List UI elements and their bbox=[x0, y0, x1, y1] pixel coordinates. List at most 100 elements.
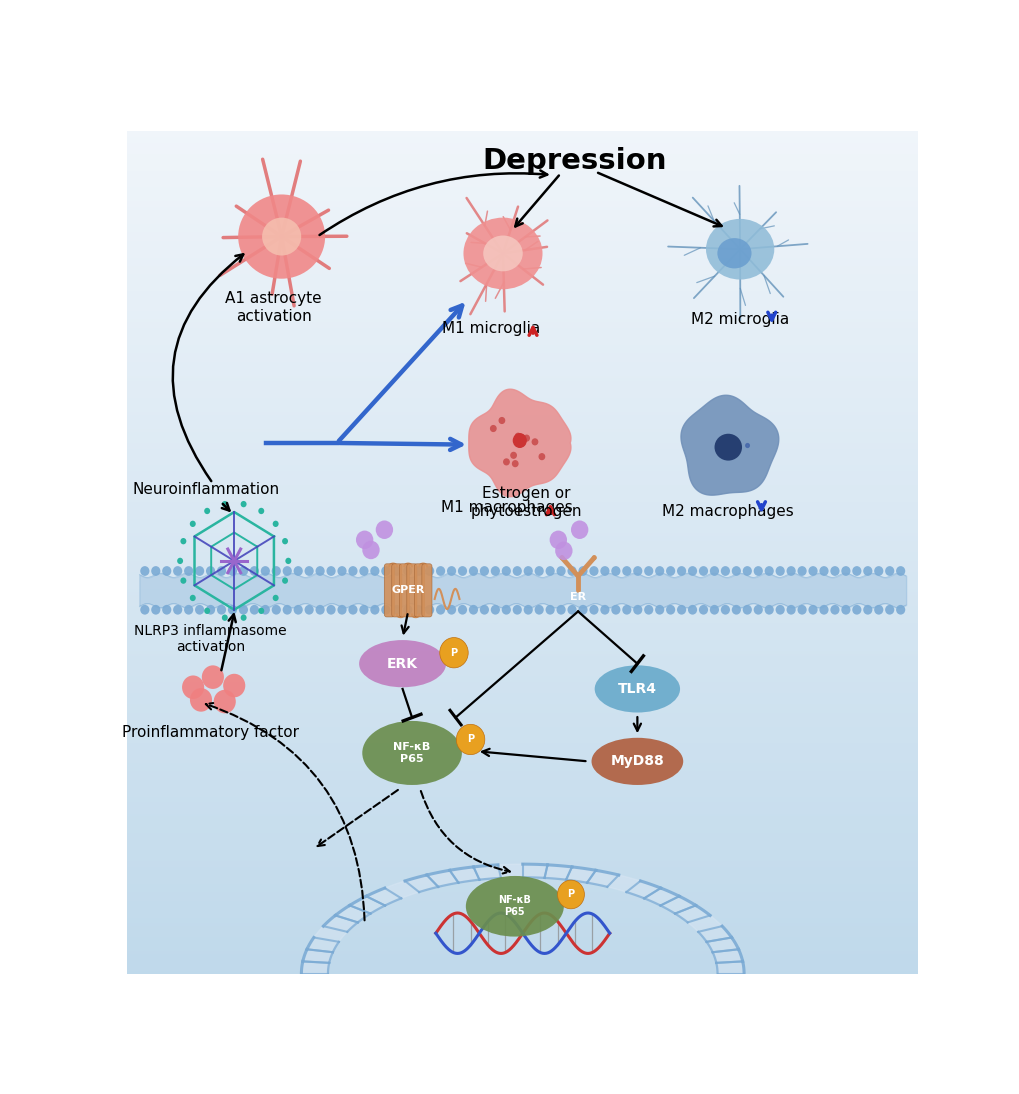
Circle shape bbox=[818, 605, 827, 615]
Circle shape bbox=[195, 566, 204, 575]
Bar bbox=[127, 651, 917, 653]
Bar bbox=[127, 137, 917, 140]
Circle shape bbox=[753, 605, 762, 615]
Bar bbox=[127, 744, 917, 746]
Bar bbox=[127, 409, 917, 412]
Text: TLR4: TLR4 bbox=[618, 682, 656, 696]
Circle shape bbox=[337, 605, 346, 615]
Circle shape bbox=[622, 605, 631, 615]
Circle shape bbox=[261, 605, 270, 615]
Bar bbox=[127, 305, 917, 309]
Bar bbox=[127, 151, 917, 154]
Bar bbox=[127, 811, 917, 814]
Bar bbox=[127, 735, 917, 737]
Bar bbox=[127, 943, 917, 945]
Circle shape bbox=[545, 605, 554, 615]
Circle shape bbox=[238, 566, 248, 575]
Text: Estrogen or
phytoestrogen: Estrogen or phytoestrogen bbox=[471, 487, 582, 519]
Bar bbox=[127, 671, 917, 673]
Bar bbox=[127, 569, 917, 572]
Bar bbox=[127, 176, 917, 179]
Bar bbox=[127, 187, 917, 190]
Bar bbox=[127, 889, 917, 893]
Circle shape bbox=[458, 566, 467, 575]
Circle shape bbox=[633, 605, 642, 615]
Bar bbox=[127, 524, 917, 527]
Bar bbox=[127, 938, 917, 940]
Circle shape bbox=[282, 566, 291, 575]
Bar bbox=[127, 698, 917, 701]
Circle shape bbox=[162, 566, 171, 575]
Circle shape bbox=[600, 566, 609, 575]
Bar bbox=[127, 224, 917, 226]
Bar bbox=[127, 210, 917, 212]
Circle shape bbox=[414, 605, 423, 615]
Bar bbox=[127, 825, 917, 828]
Bar bbox=[127, 769, 917, 771]
Bar bbox=[127, 800, 917, 802]
Bar bbox=[127, 721, 917, 724]
Bar bbox=[127, 415, 917, 418]
Text: ER: ER bbox=[570, 592, 586, 602]
Bar bbox=[127, 269, 917, 271]
Circle shape bbox=[359, 566, 368, 575]
Circle shape bbox=[808, 566, 817, 575]
Bar bbox=[127, 533, 917, 536]
Circle shape bbox=[392, 566, 400, 575]
Bar bbox=[127, 438, 917, 440]
Bar bbox=[127, 775, 917, 777]
Circle shape bbox=[490, 605, 499, 615]
Text: M1 microglia: M1 microglia bbox=[441, 321, 540, 336]
Circle shape bbox=[884, 605, 894, 615]
Circle shape bbox=[797, 566, 806, 575]
Circle shape bbox=[213, 690, 235, 713]
Bar bbox=[127, 878, 917, 881]
Circle shape bbox=[559, 555, 564, 560]
Bar bbox=[127, 730, 917, 732]
Circle shape bbox=[841, 605, 850, 615]
Text: P: P bbox=[450, 648, 458, 657]
Circle shape bbox=[523, 605, 532, 615]
Circle shape bbox=[557, 881, 584, 909]
Circle shape bbox=[403, 566, 412, 575]
Bar bbox=[127, 252, 917, 255]
Bar bbox=[127, 244, 917, 246]
Bar bbox=[127, 226, 917, 230]
Bar bbox=[127, 637, 917, 640]
Circle shape bbox=[381, 605, 390, 615]
Bar bbox=[127, 612, 917, 614]
Bar bbox=[127, 179, 917, 182]
Bar bbox=[127, 291, 917, 294]
Bar bbox=[127, 519, 917, 522]
Circle shape bbox=[644, 566, 652, 575]
Circle shape bbox=[381, 566, 390, 575]
Bar bbox=[127, 915, 917, 918]
Bar bbox=[127, 957, 917, 959]
Circle shape bbox=[896, 566, 905, 575]
Circle shape bbox=[190, 595, 196, 601]
Bar bbox=[127, 303, 917, 305]
Circle shape bbox=[337, 566, 346, 575]
Bar bbox=[127, 794, 917, 796]
Bar bbox=[127, 626, 917, 628]
Bar bbox=[127, 737, 917, 741]
Circle shape bbox=[818, 566, 827, 575]
Bar bbox=[127, 156, 917, 160]
Circle shape bbox=[221, 615, 227, 621]
Bar bbox=[127, 193, 917, 196]
Text: NF-κB
P65: NF-κB P65 bbox=[393, 742, 430, 764]
Circle shape bbox=[282, 578, 287, 584]
Bar bbox=[127, 547, 917, 549]
Bar bbox=[127, 847, 917, 850]
Bar bbox=[127, 400, 917, 404]
Bar bbox=[127, 589, 917, 592]
Bar bbox=[127, 836, 917, 839]
Circle shape bbox=[687, 605, 696, 615]
Circle shape bbox=[425, 605, 434, 615]
Bar bbox=[127, 701, 917, 705]
Circle shape bbox=[258, 508, 264, 514]
Circle shape bbox=[512, 461, 518, 466]
Bar bbox=[127, 572, 917, 575]
Text: NF-κB
P65: NF-κB P65 bbox=[498, 896, 531, 917]
Text: M2 microglia: M2 microglia bbox=[690, 313, 789, 327]
